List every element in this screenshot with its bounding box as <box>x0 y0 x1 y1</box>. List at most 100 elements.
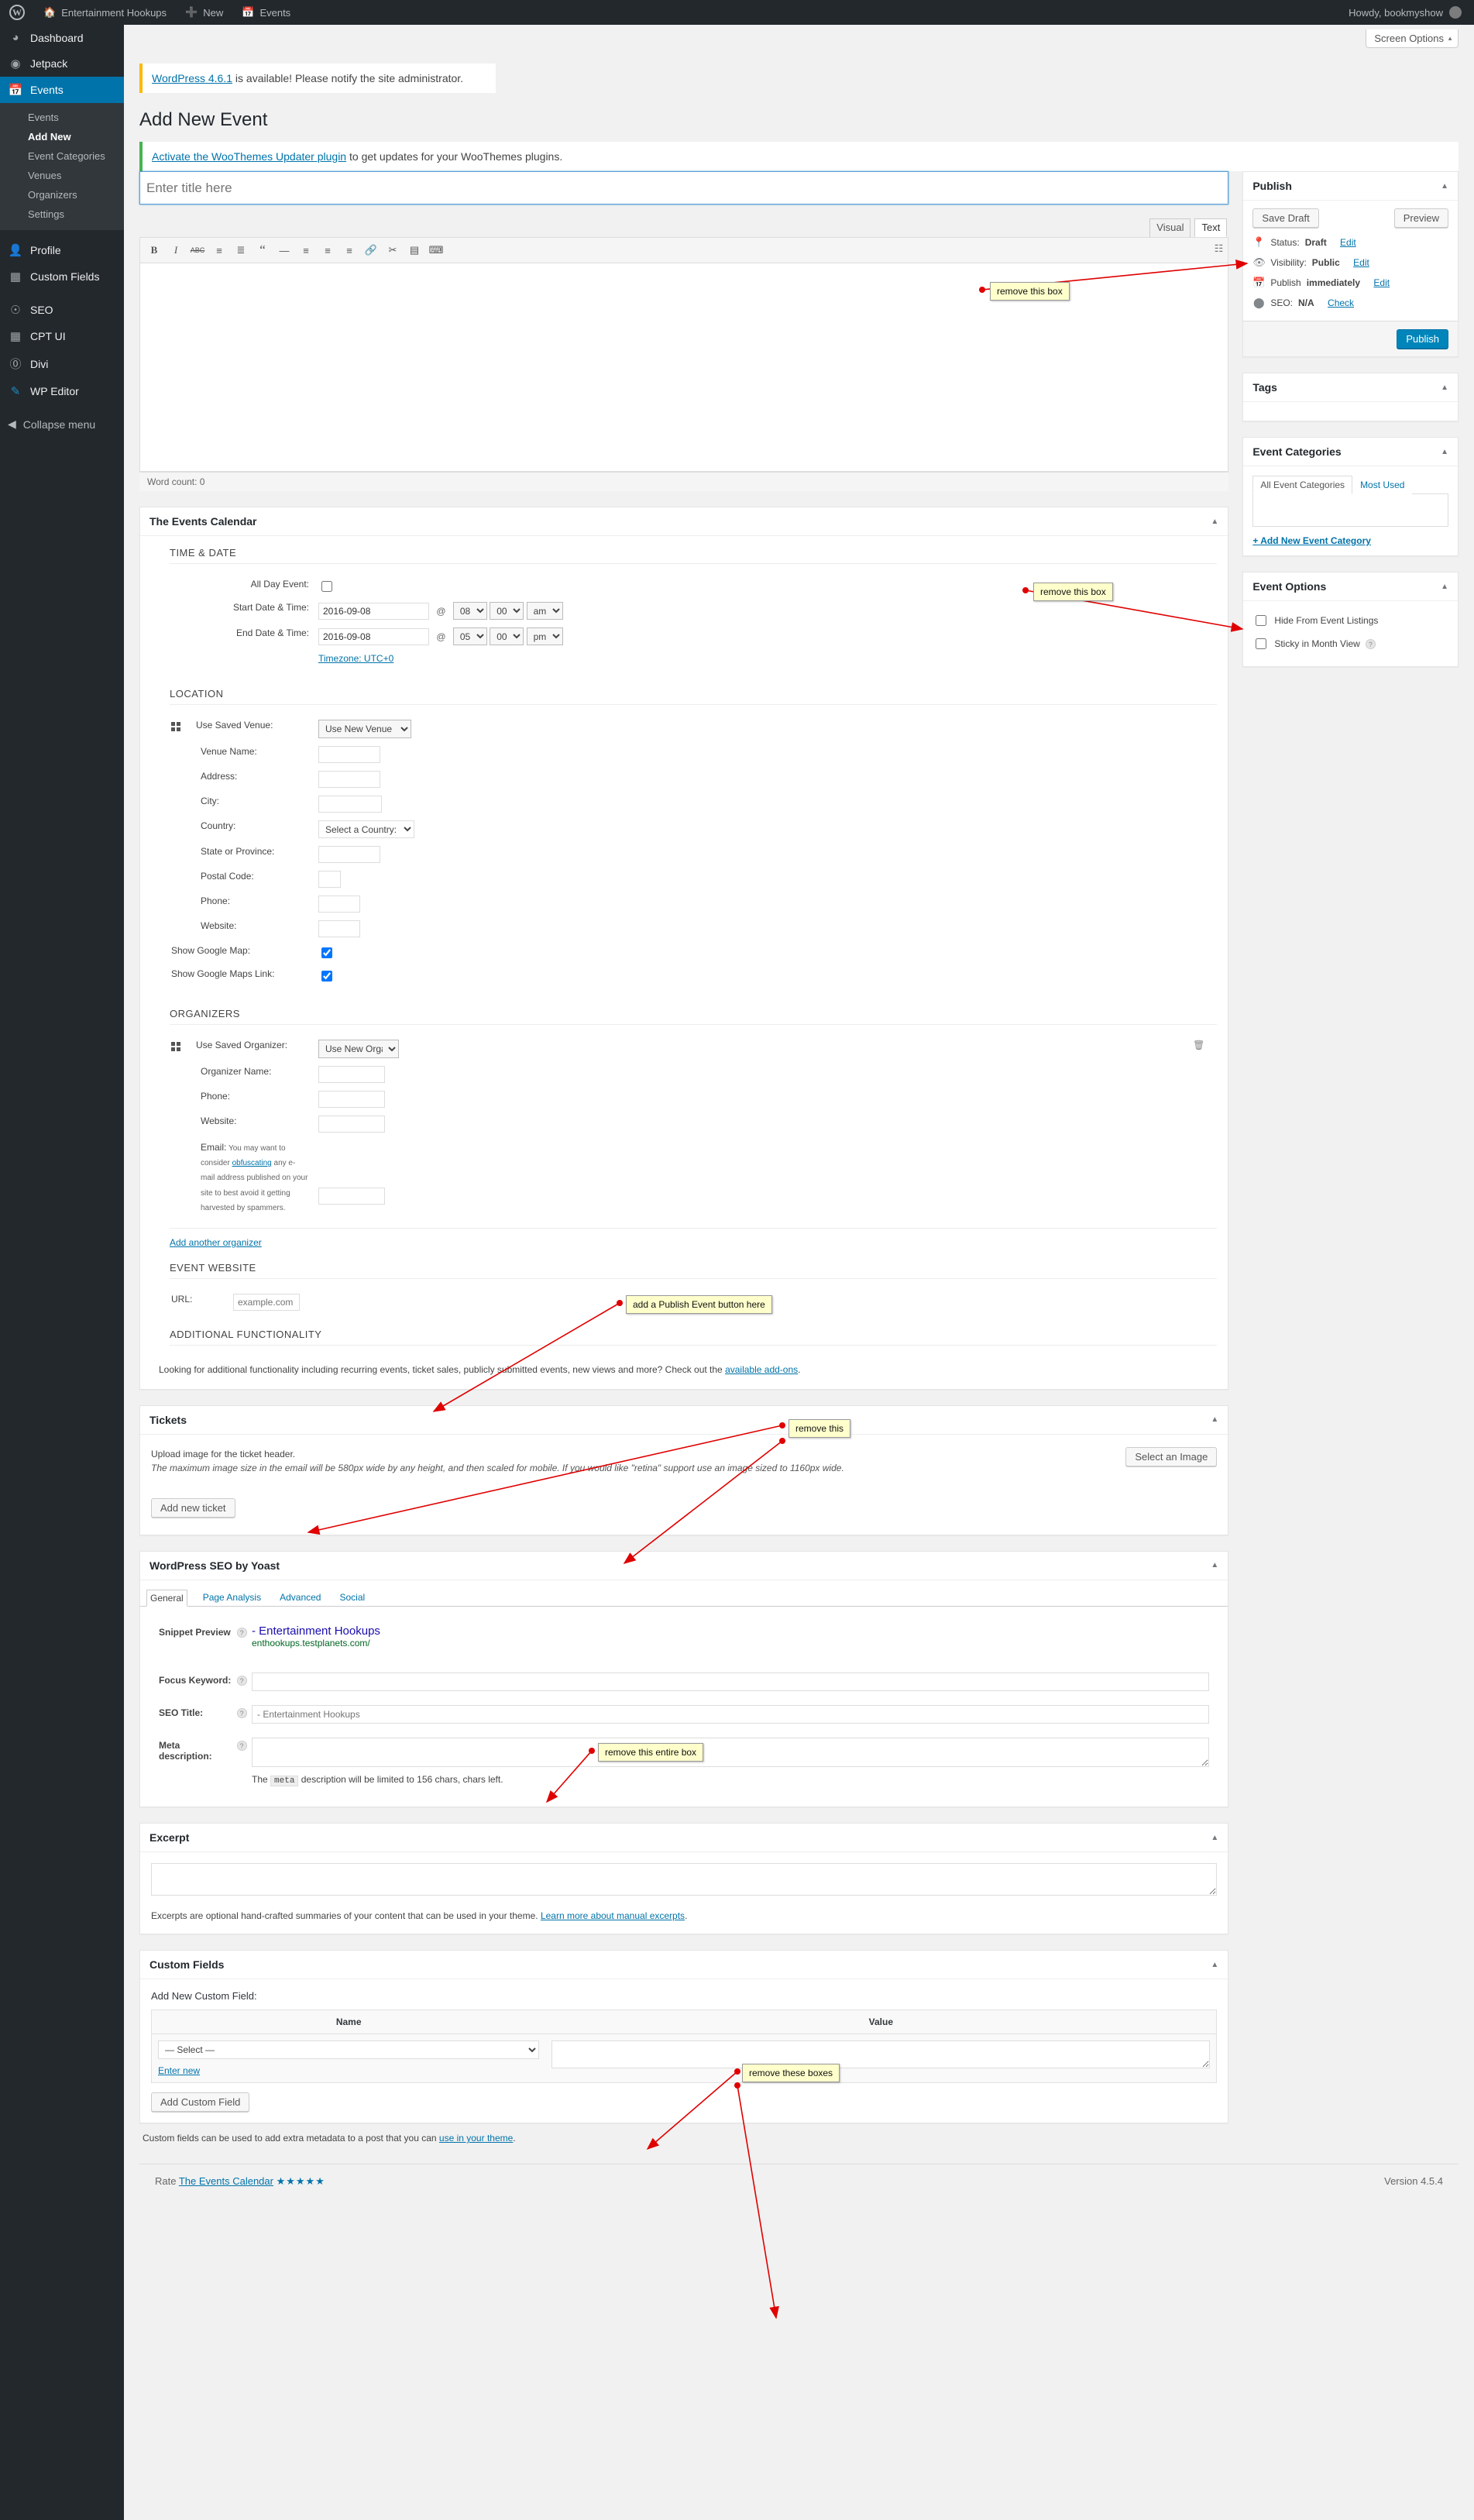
tab-advanced[interactable]: Advanced <box>280 1591 321 1603</box>
meta-description-textarea[interactable] <box>252 1737 1210 1767</box>
tags-box-body[interactable] <box>1243 402 1458 421</box>
saved-organizer-select[interactable]: Use New Organizer <box>318 1040 399 1058</box>
sidebar-item-jetpack[interactable]: ◉ Jetpack <box>0 50 124 77</box>
venue-website-field[interactable] <box>318 920 360 937</box>
all-day-checkbox[interactable] <box>321 581 332 592</box>
use-in-your-theme-link[interactable]: use in your theme <box>438 2133 514 2144</box>
organizer-email-field[interactable] <box>318 1187 385 1205</box>
sidebar-item-divi[interactable]: ⓪ Divi <box>0 349 124 378</box>
tab-text-editor[interactable]: Text <box>1194 218 1228 237</box>
yoast-box-header[interactable]: WordPress SEO by Yoast ▲ <box>140 1552 1228 1580</box>
custom-field-name-select[interactable]: — Select — <box>158 2040 540 2060</box>
screen-options-button[interactable]: Screen Options <box>1366 29 1459 48</box>
submenu-item-settings[interactable]: Settings <box>28 208 64 220</box>
submenu-item-venues[interactable]: Venues <box>28 170 62 181</box>
horizontal-rule-icon[interactable]: — <box>279 244 290 256</box>
italic-icon[interactable]: I <box>174 244 178 256</box>
add-custom-field-button[interactable]: Add Custom Field <box>151 2092 250 2113</box>
chevron-up-icon[interactable]: ▲ <box>1441 383 1448 392</box>
category-checklist[interactable] <box>1252 494 1448 527</box>
enter-new-link[interactable]: Enter new <box>158 2065 201 2077</box>
woothemes-updater-link[interactable]: Activate the WooThemes Updater plugin <box>152 150 347 163</box>
question-mark-icon[interactable]: ? <box>236 1675 247 1686</box>
venue-country-select[interactable]: Select a Country: <box>318 820 414 838</box>
tab-social[interactable]: Social <box>339 1591 366 1603</box>
check-seo-link[interactable]: Check <box>1328 297 1355 308</box>
start-date-input[interactable] <box>318 602 429 620</box>
edit-status-link[interactable]: Edit <box>1340 237 1356 248</box>
save-draft-button[interactable]: Save Draft <box>1252 208 1319 228</box>
submenu-item-organizers[interactable]: Organizers <box>28 189 77 201</box>
toggle-toolbar-icon[interactable]: ☷ <box>1214 242 1224 254</box>
sticky-in-month-view-checkbox[interactable] <box>1256 638 1267 649</box>
question-mark-icon[interactable]: ? <box>236 1707 247 1718</box>
add-new-ticket-button[interactable]: Add new ticket <box>151 1497 235 1518</box>
end-date-input[interactable] <box>318 627 429 645</box>
organizer-website-field[interactable] <box>318 1116 385 1133</box>
question-mark-icon[interactable]: ? <box>1365 638 1376 649</box>
remove-link-icon[interactable]: ✂ <box>388 244 397 256</box>
wp-logo-menu[interactable]: W <box>0 0 34 25</box>
sidebar-item-seo[interactable]: ☉ SEO <box>0 297 124 323</box>
read-more-icon[interactable]: ▤ <box>409 244 420 256</box>
chevron-up-icon[interactable]: ▲ <box>1211 1833 1219 1842</box>
custom-fields-box-header[interactable]: Custom Fields ▲ <box>140 1951 1228 1980</box>
edit-visibility-link[interactable]: Edit <box>1353 257 1369 268</box>
start-hour-select[interactable]: 08 <box>452 602 487 620</box>
edit-publish-date-link[interactable]: Edit <box>1373 277 1390 288</box>
event-categories-box-header[interactable]: Event Categories ▲ <box>1243 438 1458 466</box>
align-center-icon[interactable]: ≡ <box>325 244 331 256</box>
show-google-map-checkbox[interactable] <box>321 947 332 958</box>
bulleted-list-icon[interactable]: ≡ <box>216 244 222 256</box>
trash-icon[interactable]: 🗑 <box>1193 1040 1205 1050</box>
numbered-list-icon[interactable]: ≣ <box>236 244 246 256</box>
sidebar-item-events[interactable]: 📅 Events <box>0 77 130 103</box>
question-mark-icon[interactable]: ? <box>236 1627 247 1638</box>
end-minute-select[interactable]: 00 <box>490 627 524 645</box>
chevron-up-icon[interactable]: ▲ <box>1211 517 1219 526</box>
collapse-menu-button[interactable]: ◀ Collapse menu <box>0 411 124 437</box>
align-left-icon[interactable]: ≡ <box>303 244 309 256</box>
submenu-item-event-categories[interactable]: Event Categories <box>28 150 105 162</box>
tab-visual-editor[interactable]: Visual <box>1149 218 1191 237</box>
align-right-icon[interactable]: ≡ <box>346 244 352 256</box>
site-name-menu[interactable]: 🏠 Entertainment Hookups <box>34 0 176 25</box>
rating-stars[interactable]: ★★★★★ <box>276 2175 325 2188</box>
wordpress-version-link[interactable]: WordPress 4.6.1 <box>152 72 233 84</box>
events-menu[interactable]: 📅 Events <box>232 0 300 25</box>
sidebar-item-wp-editor[interactable]: ✎ WP Editor <box>0 378 124 404</box>
new-content-menu[interactable]: ➕ New <box>176 0 232 25</box>
publish-button[interactable]: Publish <box>1397 329 1448 349</box>
chevron-up-icon[interactable]: ▲ <box>1441 582 1448 591</box>
venue-state-field[interactable] <box>318 846 380 863</box>
end-hour-select[interactable]: 05 <box>452 627 487 645</box>
end-meridian-select[interactable]: pm <box>526 627 563 645</box>
seo-title-input[interactable] <box>252 1704 1210 1724</box>
venue-name-field[interactable] <box>318 746 380 763</box>
tab-most-used[interactable]: Most Used <box>1352 476 1413 494</box>
the-events-calendar-link[interactable]: The Events Calendar <box>178 2175 273 2188</box>
tab-general[interactable]: General <box>146 1589 187 1607</box>
account-menu[interactable]: Howdy, bookmyshow <box>1349 6 1474 19</box>
available-addons-link[interactable]: available add-ons <box>725 1363 799 1375</box>
venue-zip-field[interactable] <box>318 871 341 888</box>
excerpt-textarea[interactable] <box>151 1863 1218 1896</box>
saved-venue-select[interactable]: Use New Venue <box>318 720 411 738</box>
tec-box-header[interactable]: The Events Calendar ▲ <box>140 507 1228 536</box>
chevron-up-icon[interactable]: ▲ <box>1211 1415 1219 1425</box>
sidebar-item-custom-fields[interactable]: ▦ Custom Fields <box>0 263 124 290</box>
add-new-event-category-link[interactable]: + Add New Event Category <box>1252 535 1371 546</box>
add-another-organizer-link[interactable]: Add another organizer <box>170 1236 262 1248</box>
tab-all-event-categories[interactable]: All Event Categories <box>1252 476 1353 494</box>
submenu-item-events[interactable]: Events <box>28 112 59 123</box>
venue-city-field[interactable] <box>318 796 382 813</box>
event-options-box-header[interactable]: Event Options ▲ <box>1243 572 1458 601</box>
submenu-item-add-new[interactable]: Add New <box>28 131 71 143</box>
preview-button[interactable]: Preview <box>1393 208 1448 228</box>
manual-excerpts-link[interactable]: Learn more about manual excerpts <box>540 1910 685 1922</box>
custom-field-value-textarea[interactable] <box>551 2040 1211 2069</box>
post-title-input[interactable] <box>139 171 1229 205</box>
blockquote-icon[interactable]: “ <box>259 242 266 257</box>
chevron-up-icon[interactable]: ▲ <box>1211 1561 1219 1570</box>
keyboard-shortcuts-icon[interactable]: ⌨ <box>428 244 444 256</box>
